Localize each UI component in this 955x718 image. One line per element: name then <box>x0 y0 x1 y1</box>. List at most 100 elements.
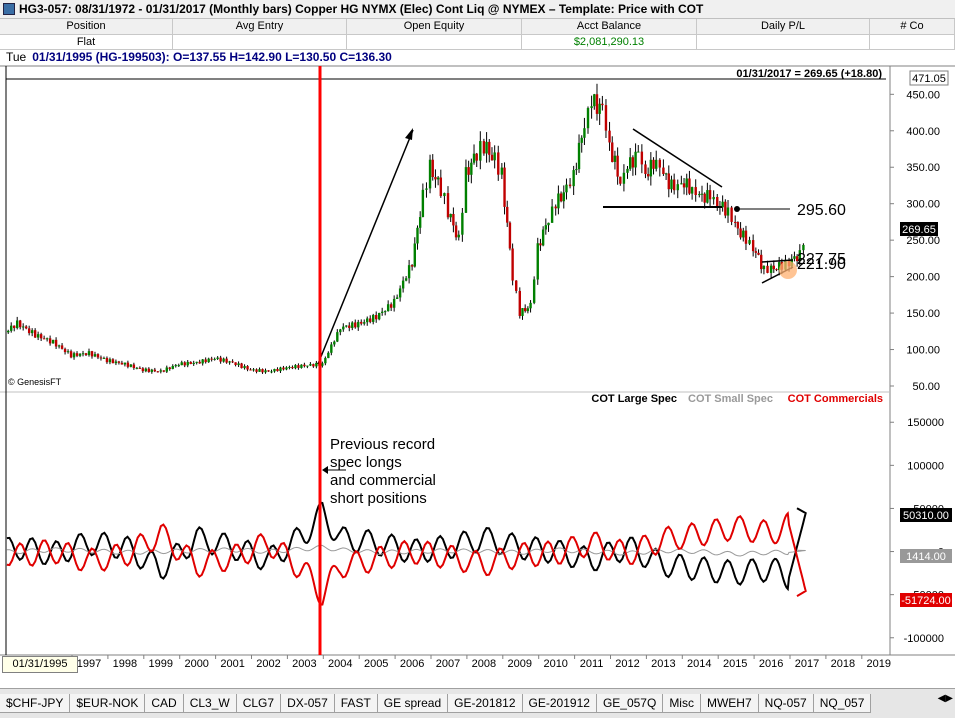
price-bar-body <box>267 370 270 372</box>
price-tick-label: 400.00 <box>906 126 940 138</box>
tab-misc[interactable]: Misc <box>662 694 701 713</box>
price-bar-body <box>685 178 688 188</box>
tab-fast[interactable]: FAST <box>333 694 378 713</box>
price-bar-body <box>96 354 100 358</box>
price-bar-body <box>237 363 240 366</box>
price-bar-body <box>464 167 468 213</box>
price-bar-body <box>90 351 94 357</box>
price-bar-body <box>670 179 673 190</box>
price-bar-body <box>264 370 267 373</box>
price-bar-body <box>33 330 37 338</box>
price-bar-body <box>123 362 127 365</box>
tab-cl3-w[interactable]: CL3_W <box>182 694 237 713</box>
price-bar-body <box>601 103 604 106</box>
col-position[interactable]: Position <box>0 19 173 34</box>
tab-ge-201812[interactable]: GE-201812 <box>447 694 523 713</box>
quote-day: Tue <box>6 50 27 64</box>
cot-lines <box>6 501 807 606</box>
price-bar-body <box>159 370 162 372</box>
price-bar-body <box>120 362 124 365</box>
price-bar-body <box>611 142 614 162</box>
x-tick-label: 2005 <box>364 658 388 670</box>
price-bar-body <box>144 368 148 372</box>
col-open-equity[interactable]: Open Equity <box>347 19 522 34</box>
price-bar-body <box>521 308 524 316</box>
price-bar-body <box>446 193 450 218</box>
cell-open-equity <box>347 35 522 49</box>
price-bar-body <box>730 207 733 222</box>
cot-tick-label: 150000 <box>907 417 944 429</box>
tab-ge-spread[interactable]: GE spread <box>376 694 449 713</box>
price-bar-body <box>544 225 548 230</box>
price-bar-body <box>138 367 142 369</box>
cot-annotation: Previous record spec longs and commercia… <box>330 436 440 507</box>
price-bar-body <box>81 353 85 355</box>
price-bar-body <box>559 193 563 202</box>
x-tick-label: 2019 <box>867 658 891 670</box>
price-bar-body <box>13 325 16 329</box>
price-bar-body <box>153 369 157 372</box>
legend-small-spec: COT Small Spec <box>688 393 773 405</box>
price-bar-body <box>698 194 701 196</box>
tab-clg7[interactable]: CLG7 <box>235 694 282 713</box>
price-tick-label: 450.00 <box>906 89 940 101</box>
cell-acct-balance: $2,081,290.13 <box>522 35 697 49</box>
price-bar-body <box>177 365 180 367</box>
x-tick-label: 1998 <box>113 658 137 670</box>
price-bar-body <box>554 206 557 209</box>
price-bar-body <box>748 240 751 244</box>
x-tick-label: 2010 <box>543 658 567 670</box>
x-tick-label: 2008 <box>472 658 496 670</box>
position-table-row[interactable]: Flat $2,081,290.13 <box>0 35 955 50</box>
price-bar-body <box>255 369 258 372</box>
price-bar-body <box>7 330 10 333</box>
tab-nq-057[interactable]: NQ_057 <box>812 694 872 713</box>
tab-ge-057q[interactable]: GE_057Q <box>595 694 664 713</box>
trend-arrow-line <box>317 129 414 365</box>
tab-dx-057[interactable]: DX-057 <box>280 694 335 713</box>
price-bar-body <box>300 364 303 368</box>
price-tick-label: 300.00 <box>906 199 940 211</box>
tab-nq-057[interactable]: NQ-057 <box>757 694 814 713</box>
price-bar-body <box>369 318 372 322</box>
price-bar-body <box>757 252 760 255</box>
price-bar-body <box>410 265 414 267</box>
price-bar-body <box>676 184 679 191</box>
tab-ge-201912[interactable]: GE-201912 <box>521 694 597 713</box>
date-x-axis: 1997 1998 1999 2000 2001 2002 2003 2004 2005 2006… <box>71 655 891 670</box>
price-bar-body <box>207 358 210 363</box>
price-bar-body <box>219 357 222 362</box>
x-tick-label: 2006 <box>400 658 424 670</box>
price-bar-body <box>482 141 486 154</box>
price-bar-body <box>87 351 91 356</box>
price-bar-body <box>680 183 683 185</box>
price-bar-body <box>658 159 662 168</box>
tab-mweh7[interactable]: MWEH7 <box>699 694 759 713</box>
price-bar-body <box>75 353 79 356</box>
tab--chf-jpy[interactable]: $CHF-JPY <box>0 694 71 713</box>
price-bar-body <box>279 367 282 372</box>
chart-area[interactable]: 01/31/2017 = 269.65 (+18.80) 471.05 450.… <box>0 0 955 688</box>
col-acct-balance[interactable]: Acct Balance <box>522 19 697 34</box>
price-bar-body <box>523 308 527 312</box>
price-bar-body <box>452 213 455 226</box>
price-bar-body <box>36 334 40 338</box>
tab--eur-nok[interactable]: $EUR-NOK <box>69 694 146 713</box>
price-bar-body <box>372 315 375 322</box>
tab-cad[interactable]: CAD <box>144 694 184 713</box>
price-bar-body <box>204 359 207 363</box>
price-bar-body <box>518 290 521 316</box>
price-bar-body <box>383 311 387 313</box>
price-bar-body <box>608 130 611 143</box>
col-daily-pl[interactable]: Daily P/L <box>697 19 870 34</box>
tab-scroll-arrows[interactable]: ◀▶ <box>937 693 953 704</box>
price-bar-body <box>84 353 88 356</box>
price-bar-body <box>467 167 470 175</box>
col-avg-entry[interactable]: Avg Entry <box>173 19 347 34</box>
price-bar-body <box>470 162 473 175</box>
x-tick-label: 2007 <box>436 658 460 670</box>
price-bar-body <box>613 155 617 162</box>
top-value-box <box>909 70 949 86</box>
price-tick-label: 100.00 <box>906 345 940 357</box>
price-bar-body <box>395 297 399 299</box>
